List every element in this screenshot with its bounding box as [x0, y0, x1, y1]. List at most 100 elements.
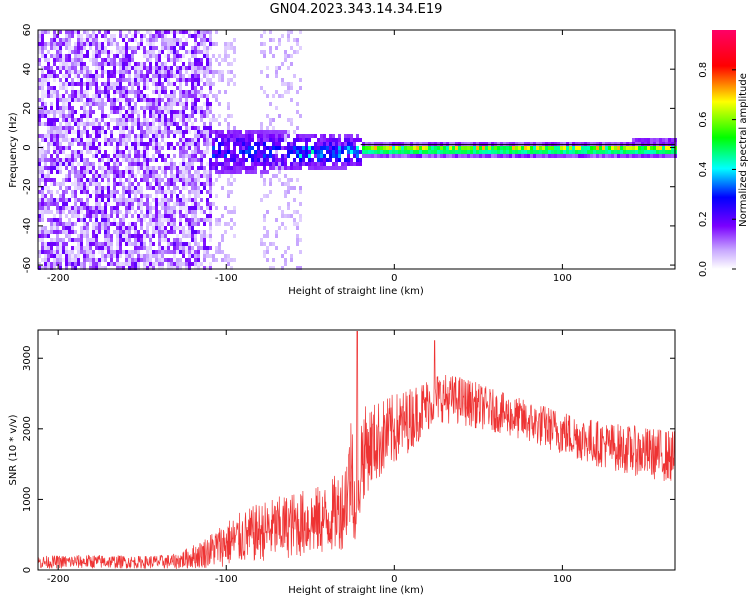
heatmap-cell [164, 162, 167, 166]
heatmap-cell [131, 174, 134, 178]
heatmap-cell [419, 150, 422, 154]
heatmap-cell [203, 34, 206, 38]
heatmap-cell [89, 138, 92, 142]
heatmap-cell [179, 58, 182, 62]
heatmap-cell [194, 238, 197, 242]
heatmap-cell [332, 146, 335, 150]
heatmap-cell [182, 170, 185, 174]
heatmap-cell [191, 90, 194, 94]
heatmap-cell [38, 142, 41, 146]
heatmap-cell [101, 174, 104, 178]
heatmap-cell [140, 206, 143, 210]
heatmap-cell [188, 74, 191, 78]
heatmap-cell [188, 210, 191, 214]
heatmap-cell [179, 222, 182, 226]
heatmap-cell [104, 238, 107, 242]
heatmap-cell [224, 54, 227, 58]
heatmap-cell [68, 222, 71, 226]
heatmap-cell [182, 186, 185, 190]
heatmap-cell [197, 98, 200, 102]
heatmap-cell [224, 158, 227, 162]
heatmap-cell [107, 94, 110, 98]
heatmap-cell [119, 110, 122, 114]
heatmap-cell [383, 146, 386, 150]
heatmap-cell [218, 174, 221, 178]
heatmap-cell [47, 50, 50, 54]
heatmap-cell [113, 102, 116, 106]
heatmap-cell [335, 146, 338, 150]
heatmap-cell [89, 86, 92, 90]
heatmap-cell [86, 90, 89, 94]
heatmap-cell [233, 138, 236, 142]
heatmap-cell [83, 250, 86, 254]
heatmap-cell [134, 94, 137, 98]
heatmap-cell [68, 130, 71, 134]
heatmap-cell [41, 66, 44, 70]
heatmap-cell [362, 150, 365, 154]
heatmap-cell [233, 258, 236, 262]
heatmap-cell [497, 150, 500, 154]
heatmap-cell [95, 174, 98, 178]
heatmap-cell [569, 142, 572, 146]
heatmap-cell [65, 54, 68, 58]
heatmap-cell [359, 158, 362, 162]
heatmap-cell [89, 238, 92, 242]
heatmap-cell [116, 150, 119, 154]
heatmap-cell [227, 122, 230, 126]
heatmap-cell [62, 206, 65, 210]
heatmap-cell [68, 110, 71, 114]
heatmap-cell [41, 74, 44, 78]
heatmap-cell [41, 214, 44, 218]
heatmap-cell [68, 234, 71, 238]
heatmap-cell [65, 34, 68, 38]
heatmap-cell [161, 106, 164, 110]
heatmap-cell [302, 158, 305, 162]
heatmap-cell [80, 190, 83, 194]
heatmap-cell [236, 166, 239, 170]
heatmap-cell [302, 154, 305, 158]
heatmap-cell [182, 66, 185, 70]
heatmap-cell [119, 58, 122, 62]
heatmap-cell [47, 166, 50, 170]
heatmap-cell [119, 162, 122, 166]
heatmap-cell [197, 78, 200, 82]
heatmap-cell [455, 154, 458, 158]
heatmap-cell [485, 154, 488, 158]
heatmap-cell [119, 46, 122, 50]
heatmap-cell [125, 46, 128, 50]
heatmap-cell [200, 38, 203, 42]
heatmap-cell [197, 34, 200, 38]
heatmap-cell [74, 238, 77, 242]
heatmap-cell [98, 50, 101, 54]
heatmap-cell [209, 66, 212, 70]
heatmap-cell [98, 230, 101, 234]
heatmap-cell [200, 262, 203, 266]
heatmap-cell [47, 74, 50, 78]
heatmap-cell [92, 254, 95, 258]
heatmap-cell [50, 138, 53, 142]
heatmap-cell [104, 222, 107, 226]
heatmap-cell [188, 198, 191, 202]
heatmap-cell [155, 222, 158, 226]
heatmap-cell [86, 66, 89, 70]
heatmap-cell [74, 198, 77, 202]
heatmap-cell [125, 126, 128, 130]
heatmap-cell [89, 106, 92, 110]
heatmap-cell [146, 170, 149, 174]
heatmap-cell [122, 62, 125, 66]
heatmap-cell [107, 246, 110, 250]
heatmap-cell [161, 262, 164, 266]
heatmap-cell [92, 118, 95, 122]
heatmap-cell [68, 238, 71, 242]
heatmap-cell [113, 182, 116, 186]
heatmap-cell [155, 126, 158, 130]
heatmap-cell [173, 162, 176, 166]
heatmap-cell [80, 246, 83, 250]
heatmap-cell [332, 154, 335, 158]
heatmap-cell [143, 94, 146, 98]
heatmap-cell [527, 150, 530, 154]
heatmap-cell [128, 254, 131, 258]
heatmap-cell [200, 66, 203, 70]
heatmap-cell [53, 58, 56, 62]
heatmap-cell [293, 38, 296, 42]
